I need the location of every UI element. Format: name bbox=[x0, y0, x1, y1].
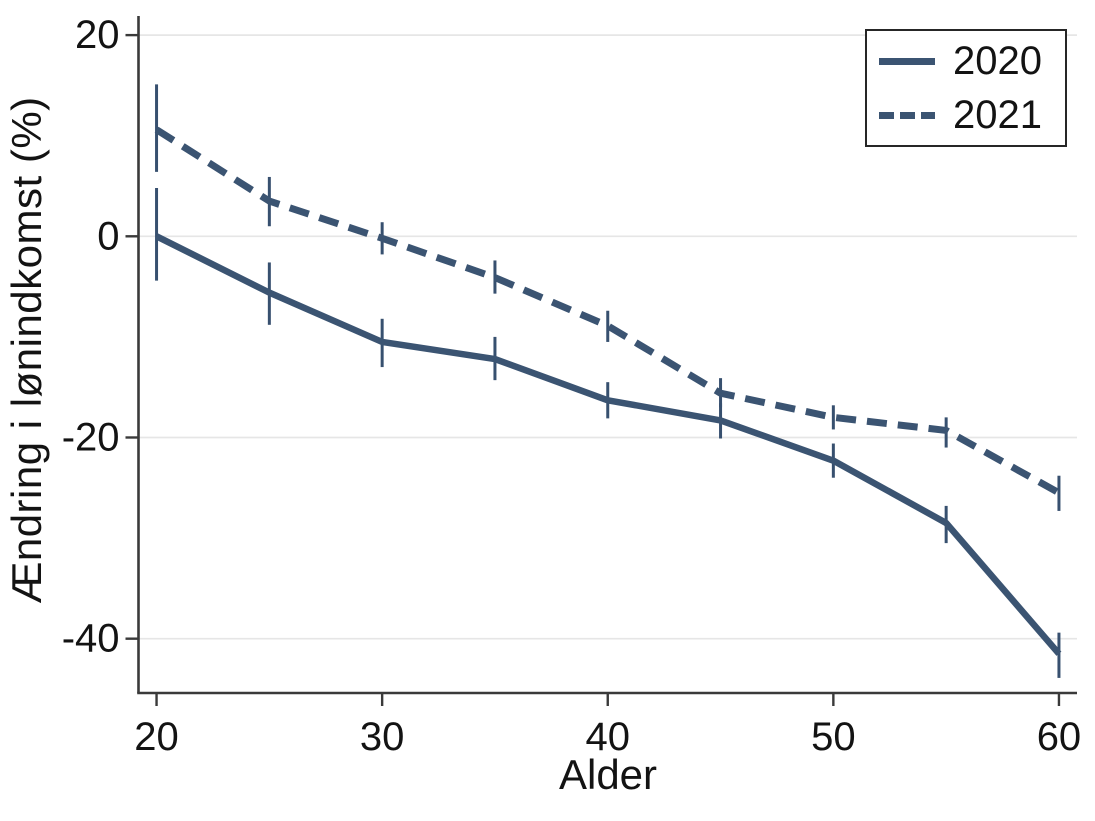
x-axis-title: Alder bbox=[558, 751, 658, 798]
y-tick-label: 0 bbox=[97, 214, 119, 258]
x-tick-label: 20 bbox=[134, 715, 179, 759]
dashed-line-swatch-icon bbox=[879, 111, 935, 119]
legend-item-2020: 2020 bbox=[879, 39, 1065, 83]
y-tick-label: 20 bbox=[75, 13, 120, 57]
legend-label-2021: 2021 bbox=[953, 93, 1042, 137]
legend-label-2020: 2020 bbox=[953, 39, 1042, 83]
series-line-2020 bbox=[155, 233, 1062, 656]
series-line-2021 bbox=[154, 126, 1061, 496]
legend-item-2021: 2021 bbox=[879, 93, 1065, 137]
y-axis-title: Ændring i lønindkomst (%) bbox=[3, 96, 50, 604]
y-tick-label: -40 bbox=[62, 617, 120, 661]
y-tick-label: -20 bbox=[62, 415, 120, 459]
x-tick-label: 40 bbox=[586, 715, 631, 759]
x-tick-label: 60 bbox=[1037, 715, 1082, 759]
x-tick-label: 30 bbox=[360, 715, 405, 759]
solid-line-swatch-icon bbox=[879, 57, 935, 65]
x-tick-label: 50 bbox=[811, 715, 856, 759]
legend: 2020 2021 bbox=[865, 29, 1067, 147]
